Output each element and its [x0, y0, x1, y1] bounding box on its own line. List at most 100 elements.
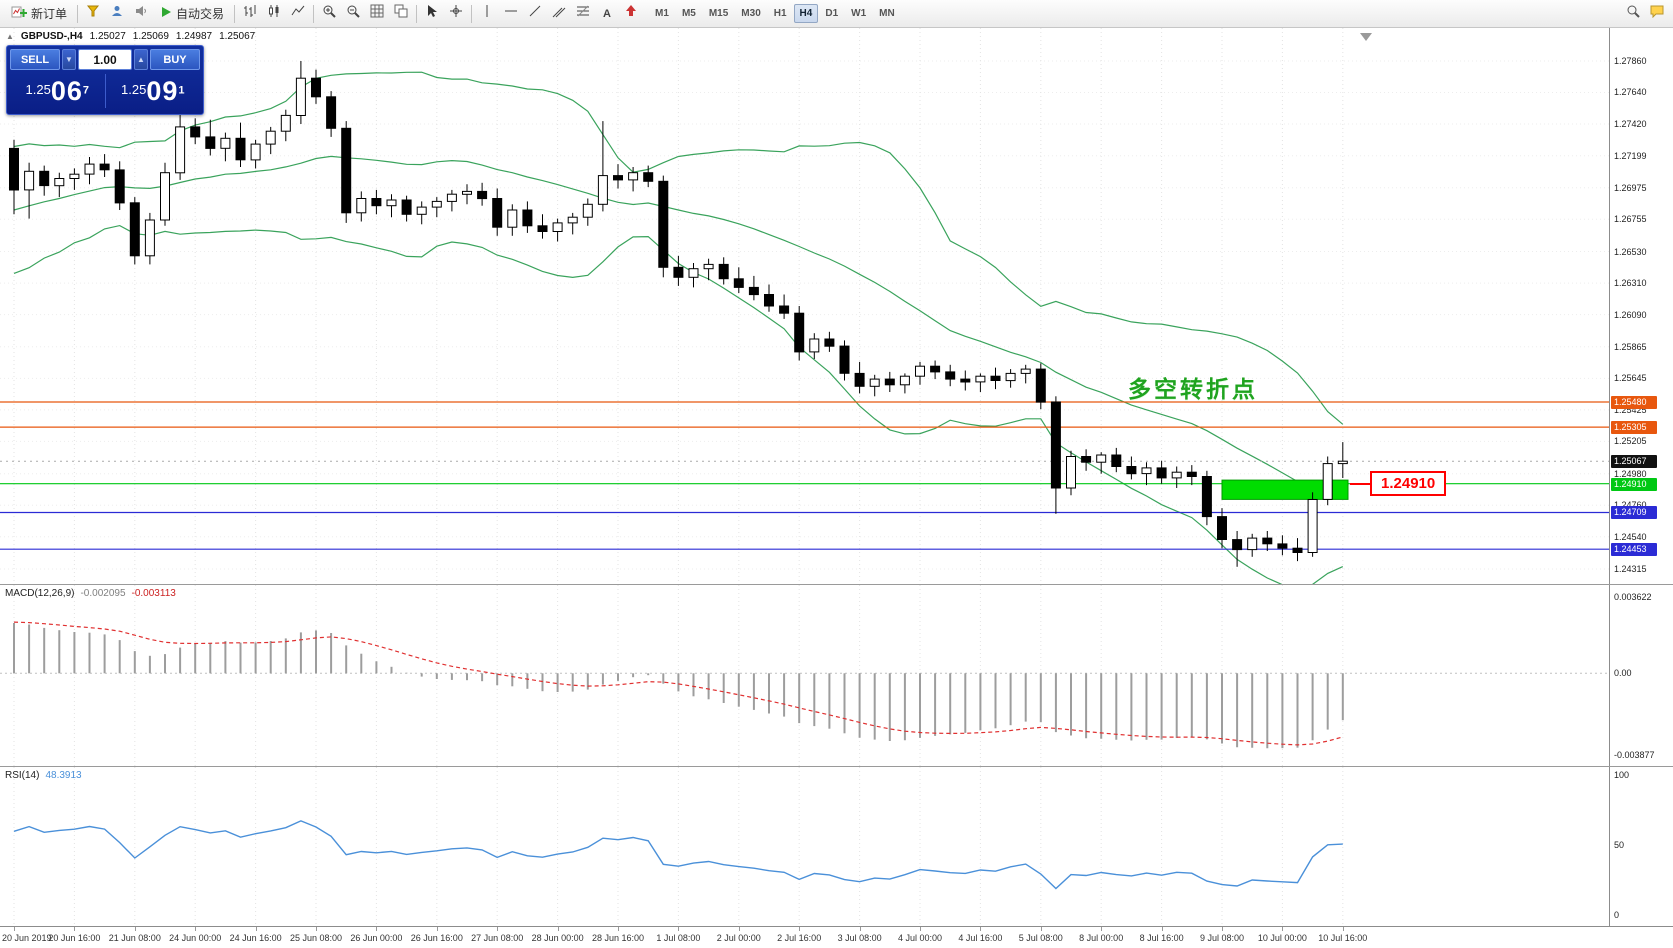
timeframe-button-MN[interactable]: MN [879, 8, 895, 19]
toolbar-separator [234, 4, 236, 23]
arrows-button[interactable] [619, 3, 643, 25]
time-axis-label: 28 Jun 00:00 [531, 933, 584, 943]
macd-label: MACD(12,26,9) -0.002095 -0.003113 [5, 588, 176, 599]
search-icon [1626, 4, 1640, 23]
buy-button[interactable]: BUY [150, 49, 200, 70]
horizontal-line-button[interactable] [499, 3, 523, 25]
search-button[interactable] [1621, 3, 1645, 25]
time-axis-label: 1 Jul 08:00 [656, 933, 701, 943]
candlestick-chart-button[interactable] [262, 3, 286, 25]
volume-decrease-button[interactable]: ▼ [62, 49, 76, 70]
time-axis-label: 26 Jun 16:00 [410, 933, 463, 943]
rsi-scale[interactable]: 100 50 0 [1609, 767, 1673, 926]
time-tick [74, 927, 76, 931]
text-button[interactable]: A [595, 3, 619, 25]
time-axis-label: 28 Jun 16:00 [591, 933, 645, 943]
time-tick [1222, 927, 1223, 931]
new-order-button[interactable]: 新订单 [4, 2, 74, 26]
candlestick-chart-icon [267, 4, 281, 23]
current-price-tag: 1.25067 [1611, 455, 1657, 468]
arrange-windows-button[interactable] [389, 3, 413, 25]
time-tick [1040, 927, 1042, 931]
time-tick [678, 927, 680, 931]
zoom-out-button[interactable] [341, 3, 365, 25]
timeframe-button-M5[interactable]: M5 [681, 8, 696, 19]
oct-divider [104, 74, 106, 108]
toolbar-separator [313, 4, 315, 23]
community-button[interactable] [1645, 3, 1669, 25]
price-level-tag: 1.25305 [1611, 421, 1657, 434]
horizontal-line-icon [504, 4, 518, 23]
price-scale-label: 1.25865 [1614, 342, 1647, 352]
buy-price: 1.25091 [121, 75, 185, 106]
timeframe-button-H4[interactable]: H4 [793, 4, 819, 23]
bar-chart-button[interactable] [238, 3, 262, 25]
price-scale[interactable]: 1.27860 1.27640 1.27420 1.27199 1.26975 1.267… [1609, 28, 1673, 584]
macd-scale[interactable]: 0.003622 0.00 -0.003877 [1609, 585, 1673, 766]
timeframe-button-H1[interactable]: H1 [773, 8, 787, 19]
equidistant-channel-icon [552, 4, 566, 23]
grid-button[interactable] [365, 3, 389, 25]
time-axis-label: 26 Jun 00:00 [350, 933, 403, 943]
time-axis-label: 24 Jun 00:00 [169, 933, 222, 943]
price-level-tag: 1.24453 [1611, 543, 1657, 556]
oct-collapse-icon[interactable]: ▲ [6, 32, 14, 41]
autotrading-button[interactable]: 自动交易 [153, 2, 231, 26]
volume-input[interactable] [78, 49, 132, 70]
sell-button[interactable]: SELL [10, 49, 60, 70]
toolbar-separator [471, 4, 473, 23]
zoom-out-icon [346, 4, 360, 23]
time-tick [497, 927, 499, 931]
symbol-label: GBPUSD-,H4 [20, 31, 83, 42]
zoom-in-button[interactable] [317, 3, 341, 25]
volume-increase-button[interactable]: ▲ [134, 49, 148, 70]
time-tick [195, 927, 197, 931]
rsi-canvas[interactable] [0, 767, 1609, 927]
timeframe-button-M1[interactable]: M1 [655, 8, 669, 19]
profiles-button[interactable] [105, 3, 129, 25]
price-scale-label: 1.25425 [1614, 405, 1647, 415]
macd-canvas[interactable] [0, 585, 1609, 767]
indicator-list-button[interactable] [81, 3, 105, 25]
price-callout-label[interactable]: 1.24910 [1350, 471, 1447, 496]
time-axis[interactable]: 20 Jun 2019 20 Jun 16:00 21 Jun 08:00 24 Ju… [0, 926, 1673, 948]
vertical-line-button[interactable] [475, 3, 499, 25]
crosshair-button[interactable] [444, 3, 468, 25]
time-tick [436, 927, 438, 931]
time-tick [618, 927, 619, 931]
grid-icon [370, 4, 384, 23]
turning-point-annotation[interactable]: 多空转折点 [1128, 376, 1258, 402]
time-tick [799, 927, 801, 931]
time-axis-label: 10 Jul 16:00 [1318, 933, 1368, 943]
time-tick [1101, 927, 1103, 931]
price-scale-label: 1.24760 [1614, 500, 1647, 510]
toolbar-separator [77, 4, 79, 23]
timeframe-button-M15[interactable]: M15 [708, 8, 729, 19]
time-tick [316, 927, 317, 931]
timeframe-button-D1[interactable]: D1 [825, 8, 839, 19]
autotrading-label: 自动交易 [176, 7, 225, 21]
alerts-button[interactable] [129, 3, 153, 25]
channel-button[interactable] [547, 3, 571, 25]
fibonacci-button[interactable] [571, 3, 595, 25]
time-axis-label: 24 Jun 16:00 [229, 933, 282, 943]
cursor-button[interactable] [420, 3, 444, 25]
speaker-icon [134, 4, 148, 23]
funnel-icon [86, 4, 100, 23]
timeframe-button-M30[interactable]: M30 [741, 8, 761, 19]
crosshair-icon [449, 4, 463, 23]
timeframe-button-W1[interactable]: W1 [851, 8, 867, 19]
timeframe-group: M1 M5 M15 M30 H1 H4 D1 W1 MN [649, 4, 901, 23]
time-axis-label: 3 Jul 08:00 [837, 933, 882, 943]
rsi-scale-label: 0 [1614, 910, 1620, 920]
line-chart-button[interactable] [286, 3, 310, 25]
trendline-button[interactable] [523, 3, 547, 25]
main-chart-canvas[interactable] [0, 28, 1609, 584]
chat-icon [1650, 4, 1664, 23]
vertical-line-icon [480, 4, 494, 23]
time-axis-label: 9 Jul 08:00 [1199, 933, 1245, 943]
price-level-tag: 1.24910 [1611, 478, 1657, 491]
price-scale-label: 1.27640 [1614, 87, 1647, 97]
macd-scale-label: -0.003877 [1614, 750, 1655, 760]
main-chart-panel: 1.27860 1.27640 1.27420 1.27199 1.26975 1.267… [0, 28, 1673, 584]
